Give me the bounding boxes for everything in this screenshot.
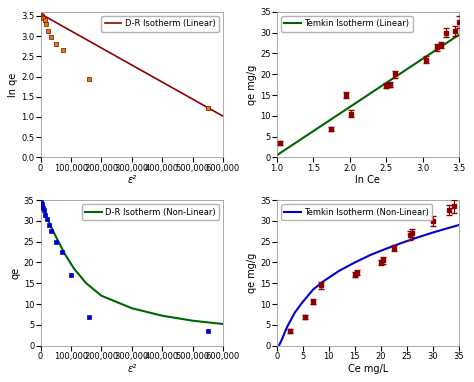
Point — [45, 28, 52, 34]
Point — [40, 207, 48, 214]
Point — [204, 105, 211, 111]
Point — [60, 47, 67, 53]
Point — [41, 17, 48, 23]
Y-axis label: qe: qe — [11, 267, 21, 279]
Point — [43, 216, 51, 222]
Y-axis label: qe mg/g: qe mg/g — [247, 65, 257, 105]
X-axis label: ε²: ε² — [127, 175, 137, 185]
Point — [38, 13, 46, 19]
Point — [39, 15, 47, 21]
Point — [41, 212, 49, 218]
Point — [204, 328, 211, 334]
Point — [58, 249, 66, 255]
Point — [38, 203, 46, 209]
X-axis label: ln Ce: ln Ce — [356, 175, 380, 185]
Legend: Temkin Isotherm (Linear): Temkin Isotherm (Linear) — [281, 16, 412, 32]
Point — [85, 76, 93, 83]
Legend: Temkin Isotherm (Non-Linear): Temkin Isotherm (Non-Linear) — [281, 204, 432, 220]
Point — [52, 41, 60, 47]
X-axis label: Ce mg/L: Ce mg/L — [348, 364, 388, 374]
Legend: D-R Isotherm (Non-Linear): D-R Isotherm (Non-Linear) — [82, 204, 219, 220]
X-axis label: ε²: ε² — [127, 364, 137, 374]
Point — [37, 12, 45, 18]
Legend: D-R Isotherm (Linear): D-R Isotherm (Linear) — [101, 16, 219, 32]
Y-axis label: ln qe: ln qe — [9, 73, 18, 97]
Point — [52, 239, 60, 245]
Point — [45, 222, 53, 228]
Point — [39, 14, 46, 20]
Point — [85, 314, 93, 320]
Point — [67, 272, 75, 278]
Y-axis label: qe mg/g: qe mg/g — [247, 253, 257, 293]
Point — [38, 201, 46, 207]
Point — [37, 199, 45, 205]
Point — [47, 34, 55, 40]
Point — [47, 228, 55, 234]
Point — [39, 205, 47, 211]
Point — [42, 21, 50, 27]
